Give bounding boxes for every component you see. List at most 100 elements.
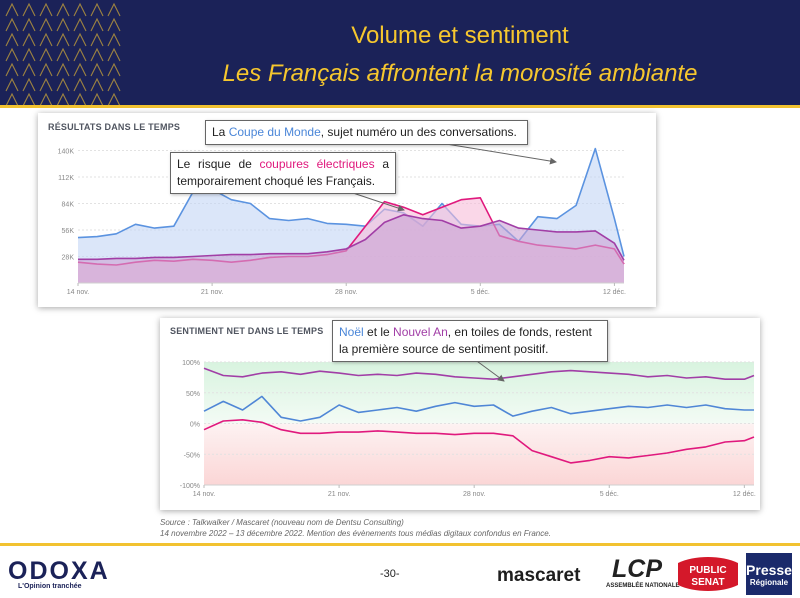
chevron-mark — [5, 77, 19, 92]
chevron-mark — [73, 17, 87, 32]
chevron-mark — [90, 17, 104, 32]
chevron-mark — [39, 17, 53, 32]
chevron-mark — [39, 62, 53, 77]
new-year-highlight: Nouvel An — [393, 325, 448, 339]
y-tick-label: 84K — [62, 201, 75, 208]
series-line-3 — [78, 214, 625, 261]
y-tick-label: -50% — [184, 452, 200, 459]
arrow-world-cup — [439, 142, 557, 165]
chevron-mark — [39, 77, 53, 92]
chevron-mark — [90, 62, 104, 77]
chevron-mark — [22, 77, 36, 92]
series-line-2 — [203, 395, 754, 422]
chevron-mark — [39, 2, 53, 17]
lcp-subtitle: ASSEMBLÉE NATIONALE — [606, 583, 680, 589]
chevron-mark — [107, 47, 121, 62]
presse-regionale-line2: Régionale — [749, 578, 789, 587]
gold-chevron-pattern — [5, 2, 121, 105]
x-tick-label: 21 nov. — [201, 289, 223, 296]
volume-chart: 28K 56K 84K 112K 140K 14 nov. 21 nov. 28 nov. 5 … — [58, 147, 626, 296]
annotation-power-cuts: Le risque de coupures électriques a temp… — [170, 152, 396, 194]
source-line: Source : Talkwalker / Mascaret (nouveau … — [160, 518, 404, 527]
chevron-mark — [73, 92, 87, 105]
annotation-text: Le risque de — [177, 157, 260, 171]
slide-title: Volume et sentiment — [351, 22, 569, 49]
annotation-world-cup: La Coupe du Monde, sujet numéro un des c… — [205, 120, 528, 145]
y-tick-label: 140K — [58, 148, 75, 155]
chevron-mark — [22, 47, 36, 62]
x-tick-label: 14 nov. — [193, 491, 215, 498]
public-senat-logo: PUBLIC SENAT — [678, 557, 738, 591]
annotation-text: , en toiles de fonds, restent la premièr… — [339, 325, 592, 356]
chevron-mark — [5, 17, 19, 32]
christmas-highlight: Noël — [339, 325, 364, 339]
series-line-3 — [203, 419, 755, 464]
volume-chart-panel: 28K 56K 84K 112K 140K 14 nov. 21 nov. 28 nov. 5 … — [38, 113, 656, 307]
chevron-mark — [22, 2, 36, 17]
x-tick-label: 14 nov. — [67, 289, 89, 296]
annotation-text: , sujet numéro un des conversations. — [320, 125, 517, 139]
chevron-mark — [107, 77, 121, 92]
x-tick-label: 5 déc. — [600, 491, 619, 498]
chevron-mark — [73, 47, 87, 62]
chevron-mark — [107, 62, 121, 77]
positive-band — [204, 362, 754, 424]
slide-subtitle: Les Français affrontent la morosité ambi… — [222, 60, 698, 87]
chevron-mark — [90, 32, 104, 47]
chevron-mark — [22, 17, 36, 32]
chevron-mark — [22, 32, 36, 47]
y-tick-label: 0% — [190, 422, 200, 429]
public-senat-line1: PUBLIC — [689, 565, 726, 576]
chevron-mark — [90, 92, 104, 105]
chevron-mark — [73, 2, 87, 17]
chevron-mark — [90, 77, 104, 92]
chevron-mark — [56, 92, 70, 105]
annotation-text: et le — [363, 325, 394, 339]
y-tick-label: 100% — [182, 360, 200, 367]
x-tick-label: 12 déc. — [733, 491, 756, 498]
public-senat-line2: SENAT — [691, 577, 724, 588]
chevron-mark — [56, 2, 70, 17]
chevron-mark — [107, 32, 121, 47]
y-tick-label: 50% — [186, 391, 200, 398]
odoxa-tagline: L'Opinion tranchée — [18, 583, 82, 590]
chevron-mark — [56, 77, 70, 92]
chevron-mark — [56, 47, 70, 62]
chevron-mark — [22, 92, 36, 105]
presse-regionale-logo: Presse Régionale — [746, 553, 792, 595]
y-tick-label: 56K — [62, 228, 75, 235]
x-tick-label: 5 déc. — [471, 289, 490, 296]
chevron-mark — [107, 2, 121, 17]
x-tick-label: 28 nov. — [463, 491, 485, 498]
sentiment-chart: 100% 50% 0% -50% -100%14 nov. 21 nov. 28 nov. 5… — [180, 360, 756, 498]
chevron-mark — [56, 62, 70, 77]
chevron-mark — [107, 17, 121, 32]
x-tick-label: 21 nov. — [328, 491, 350, 498]
slide-header: Volume et sentiment Les Français affront… — [0, 0, 800, 105]
source-note: Source : Talkwalker / Mascaret (nouveau … — [160, 517, 551, 539]
chevron-mark — [73, 62, 87, 77]
chevron-mark — [39, 32, 53, 47]
chevron-mark — [56, 17, 70, 32]
chevron-mark — [90, 47, 104, 62]
sentiment-chart-title: SENTIMENT NET DANS LE TEMPS — [170, 326, 324, 336]
chevron-mark — [56, 32, 70, 47]
odoxa-logo: ODOXA — [8, 557, 110, 585]
chevron-mark — [5, 2, 19, 17]
power-cuts-highlight: coupures électriques — [259, 157, 375, 171]
series-area-3 — [78, 214, 624, 283]
chevron-mark — [22, 62, 36, 77]
chevron-mark — [5, 92, 19, 105]
world-cup-highlight: Coupe du Monde — [228, 125, 321, 139]
annotation-holidays: Noël et le Nouvel An, en toiles de fonds… — [332, 320, 608, 362]
series-line-1 — [77, 147, 625, 257]
footer-divider — [0, 543, 800, 546]
volume-chart-title: RÉSULTATS DANS LE TEMPS — [48, 122, 181, 132]
header-divider — [0, 105, 800, 108]
chevron-mark — [90, 2, 104, 17]
x-tick-label: 12 déc. — [603, 289, 626, 296]
chevron-mark — [39, 92, 53, 105]
annotation-text: La — [212, 125, 229, 139]
annotation-text: a temporairement choqué les Français. — [177, 157, 389, 188]
